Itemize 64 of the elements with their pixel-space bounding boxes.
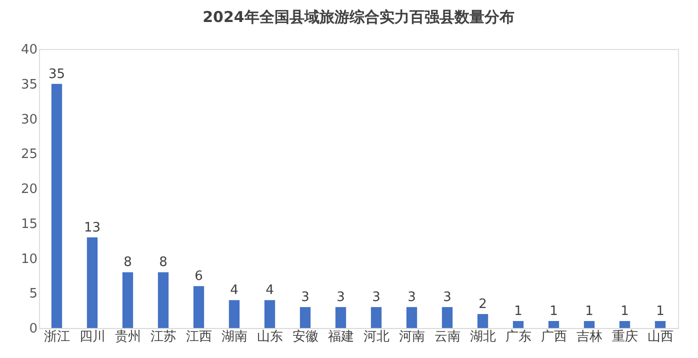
y-tick-label: 15 (20, 216, 38, 232)
data-label: 8 (159, 255, 168, 270)
x-tick-label: 安徽 (292, 328, 318, 344)
y-tick-label: 5 (29, 286, 38, 302)
x-tick-label: 浙江 (44, 330, 70, 344)
data-label: 3 (408, 290, 416, 306)
y-tick-label: 20 (20, 182, 38, 197)
data-label: 2 (478, 297, 487, 312)
x-tick-label: 广东 (505, 330, 532, 344)
x-tick-label: 湖南 (221, 330, 248, 344)
data-label: 1 (656, 304, 664, 320)
data-label: 8 (124, 255, 132, 270)
chart-title: 2024年全国县域旅游综合实力百强县数量分布 (202, 8, 514, 26)
x-tick-label: 河北 (363, 330, 390, 344)
bar (584, 321, 595, 328)
data-label: 3 (301, 290, 310, 306)
y-tick-label: 35 (20, 77, 38, 92)
x-tick-label: 吉林 (576, 330, 602, 344)
bar (619, 321, 630, 328)
bar (370, 307, 382, 328)
data-label: 4 (230, 283, 238, 298)
x-tick-label: 江西 (186, 330, 212, 344)
bar (548, 321, 560, 328)
x-tick-label: 云南 (434, 330, 460, 344)
y-tick-label: 0 (29, 322, 38, 336)
bar (86, 237, 98, 328)
y-tick-label: 30 (20, 112, 38, 128)
bar (264, 300, 276, 328)
data-label: 1 (550, 304, 558, 320)
bar (406, 307, 418, 328)
bar (477, 314, 488, 328)
x-tick-label: 贵州 (114, 330, 141, 344)
bar (51, 84, 62, 328)
y-tick-label: 25 (20, 147, 38, 162)
bar (442, 307, 453, 328)
y-tick-label: 10 (20, 252, 38, 267)
x-tick-label: 四川 (79, 330, 106, 344)
data-label: 13 (84, 220, 101, 236)
data-label: 3 (372, 290, 380, 306)
bar (193, 286, 204, 328)
bar (654, 321, 666, 328)
x-tick-label: 广西 (540, 330, 567, 344)
bar (335, 307, 346, 328)
x-tick-label: 山西 (647, 330, 674, 344)
y-tick-label: 40 (20, 42, 38, 58)
data-label: 35 (48, 66, 66, 82)
bar (228, 300, 240, 328)
bar (512, 321, 524, 328)
bar (300, 307, 311, 328)
x-tick-label: 河南 (398, 330, 425, 344)
bar (122, 272, 134, 328)
data-label: 6 (194, 269, 203, 284)
data-label: 1 (514, 304, 522, 320)
x-tick-label: 江苏 (150, 330, 176, 344)
x-tick-label: 湖北 (470, 330, 496, 344)
x-tick-label: 山东 (256, 330, 283, 344)
data-label: 1 (585, 304, 594, 320)
data-label: 3 (443, 290, 452, 306)
data-label: 1 (620, 304, 629, 320)
bar (158, 272, 169, 328)
data-label: 3 (336, 290, 345, 306)
data-label: 4 (266, 283, 274, 298)
x-tick-label: 重庆 (612, 330, 638, 344)
x-tick-label: 福建 (328, 330, 354, 344)
